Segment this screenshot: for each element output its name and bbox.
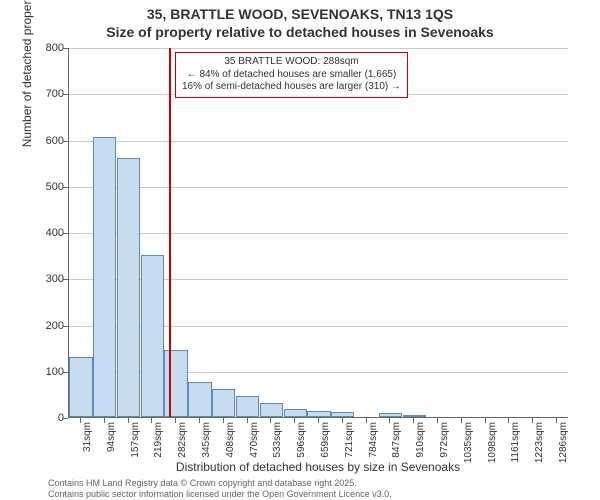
histogram-bar: [236, 396, 259, 417]
y-tick: [63, 141, 68, 142]
histogram-bar: [403, 415, 426, 417]
annotation-line-1: ← 84% of detached houses are smaller (1,…: [182, 69, 401, 82]
y-tick: [63, 279, 68, 280]
x-tick: [556, 418, 557, 423]
y-axis-label: Number of detached properties: [20, 0, 34, 147]
y-tick-label: 700: [24, 88, 64, 100]
property-marker-line: [169, 48, 171, 417]
grid-line: [69, 48, 568, 49]
y-tick-label: 500: [24, 181, 64, 193]
x-tick: [247, 418, 248, 423]
y-tick: [63, 94, 68, 95]
chart-title-main: 35, BRATTLE WOOD, SEVENOAKS, TN13 1QS: [0, 6, 600, 22]
x-axis-label: Distribution of detached houses by size …: [68, 460, 568, 474]
y-tick-label: 200: [24, 320, 64, 332]
histogram-bar: [164, 350, 187, 417]
y-tick: [63, 48, 68, 49]
x-tick: [461, 418, 462, 423]
histogram-bar: [284, 409, 307, 417]
histogram-bar: [93, 137, 116, 417]
annotation-title: 35 BRATTLE WOOD: 288sqm: [182, 56, 401, 69]
y-tick: [63, 326, 68, 327]
y-tick: [63, 233, 68, 234]
x-tick: [128, 418, 129, 423]
chart-container: 35, BRATTLE WOOD, SEVENOAKS, TN13 1QS Si…: [0, 0, 600, 500]
y-tick: [63, 372, 68, 373]
histogram-bar: [260, 403, 283, 417]
y-tick: [63, 418, 68, 419]
histogram-bar: [141, 255, 164, 417]
chart-title-sub: Size of property relative to detached ho…: [0, 24, 600, 40]
x-tick: [80, 418, 81, 423]
x-tick: [437, 418, 438, 423]
x-tick: [104, 418, 105, 423]
x-tick: [485, 418, 486, 423]
y-tick-label: 600: [24, 135, 64, 147]
y-tick: [63, 187, 68, 188]
x-tick: [199, 418, 200, 423]
x-tick: [175, 418, 176, 423]
x-tick: [318, 418, 319, 423]
y-tick-label: 800: [24, 42, 64, 54]
footer-line-1: Contains HM Land Registry data © Crown c…: [48, 478, 357, 488]
histogram-bar: [331, 412, 354, 417]
x-tick: [366, 418, 367, 423]
plot-area: 35 BRATTLE WOOD: 288sqm← 84% of detached…: [68, 48, 568, 418]
x-tick: [342, 418, 343, 423]
y-tick-label: 0: [24, 412, 64, 424]
histogram-bar: [117, 158, 140, 417]
histogram-bar: [69, 357, 92, 417]
grid-line: [69, 233, 568, 234]
annotation-box: 35 BRATTLE WOOD: 288sqm← 84% of detached…: [175, 52, 408, 98]
x-tick: [223, 418, 224, 423]
grid-line: [69, 141, 568, 142]
histogram-bar: [379, 413, 402, 417]
histogram-bar: [212, 389, 235, 417]
footer-line-2: Contains public sector information licen…: [48, 489, 392, 499]
grid-line: [69, 187, 568, 188]
histogram-bar: [307, 411, 330, 417]
y-tick-label: 300: [24, 273, 64, 285]
annotation-line-2: 16% of semi-detached houses are larger (…: [182, 81, 401, 94]
y-tick-label: 400: [24, 227, 64, 239]
histogram-bar: [188, 382, 211, 417]
y-tick-label: 100: [24, 366, 64, 378]
